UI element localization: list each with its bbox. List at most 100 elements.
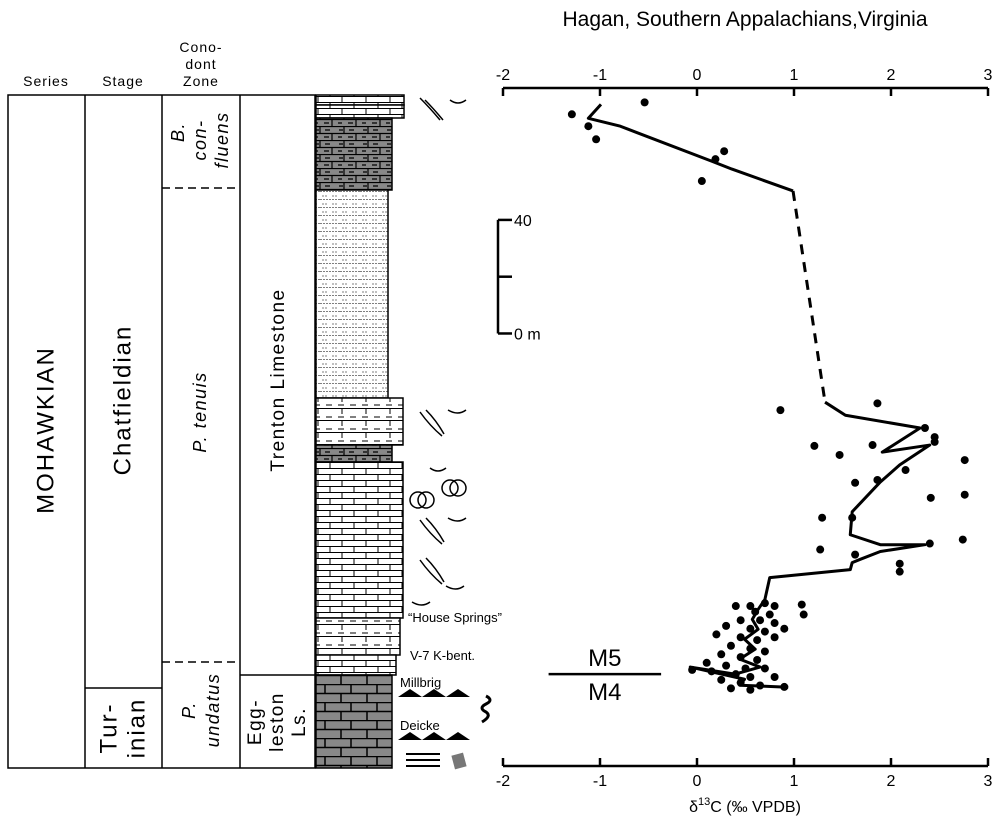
figure: Series Stage Cono- dont Zone MOHAWKIAN C… [0, 0, 992, 819]
fossil-symbols [406, 98, 490, 766]
x-tick-label: 0 [693, 67, 702, 84]
data-point [816, 546, 824, 554]
data-line [690, 402, 930, 687]
data-point [722, 622, 730, 630]
zone-label: undatus [203, 673, 223, 748]
data-point [722, 662, 730, 670]
data-point [959, 536, 967, 544]
data-point [771, 633, 779, 641]
stage-label: Tur- [95, 702, 122, 753]
data-point [771, 619, 779, 627]
data-point [896, 568, 904, 576]
lithology [316, 95, 404, 768]
series-label: MOHAWKIAN [32, 346, 59, 514]
x-tick-label: 2 [887, 773, 896, 790]
data-point [836, 451, 844, 459]
formation-label: Trenton Limestone [268, 288, 289, 471]
data-point [584, 122, 592, 130]
x-axis-label-superscript: 13 [698, 796, 710, 808]
x-tick-label: 3 [984, 67, 992, 84]
bed-label: “House Springs” [408, 610, 502, 625]
data-point [869, 441, 877, 449]
chart-title: Hagan, Southern Appalachians,Virginia [562, 8, 927, 31]
formation-label: Ls. [289, 707, 310, 737]
data-point [712, 630, 720, 638]
data-point [641, 98, 649, 106]
data-point [753, 656, 761, 664]
data-point [902, 466, 910, 474]
data-point [703, 659, 711, 667]
stage-label: inian [123, 698, 150, 759]
data-point [568, 110, 576, 118]
data-point [776, 406, 784, 414]
data-point [771, 602, 779, 610]
data-point [732, 602, 740, 610]
data-point [746, 673, 754, 681]
data-point [717, 650, 725, 658]
bed-label: V-7 K-bent. [410, 648, 475, 663]
data-point [717, 676, 725, 684]
header-zone: dont [185, 56, 216, 72]
data-point [926, 540, 934, 548]
data-point [753, 636, 761, 644]
x-axis-label-text: C (‰ VPDB) [710, 799, 801, 816]
header-zone: Zone [183, 73, 219, 89]
bed-label: Millbrig [400, 675, 441, 690]
x-tick-label: -2 [496, 67, 510, 84]
data-point [698, 177, 706, 185]
data-line-dashed [793, 191, 825, 402]
zone-label: P. [179, 701, 199, 719]
x-tick-label: 2 [887, 67, 896, 84]
data-point [761, 664, 769, 672]
x-axis-label: δ13C (‰ VPDB) [689, 796, 801, 816]
formation-label: leston [267, 692, 288, 752]
bed-label: Deicke [400, 718, 440, 733]
header-stage: Stage [102, 73, 144, 89]
data-point [931, 438, 939, 446]
data-point [592, 135, 600, 143]
data-point [873, 399, 881, 407]
x-axis-label-symbol: δ [689, 799, 698, 816]
x-tick-label: 1 [790, 773, 799, 790]
x-tick-label: -1 [593, 773, 607, 790]
x-tick-label: 0 [693, 773, 702, 790]
header-series: Series [23, 73, 69, 89]
data-point [720, 147, 728, 155]
header-zone: Cono- [179, 39, 222, 55]
zone-label: fluens [212, 111, 232, 168]
data-point [780, 625, 788, 633]
x-tick-label: 1 [790, 67, 799, 84]
stage-label: Chatfieldian [109, 325, 136, 476]
data-point [921, 424, 929, 432]
boundary-label: M4 [588, 679, 621, 706]
data-point [771, 673, 779, 681]
data-point [756, 616, 764, 624]
x-tick-label: -2 [496, 773, 510, 790]
scale-tick-label: 0 m [514, 326, 541, 343]
data-point [800, 611, 808, 619]
data-point [761, 647, 769, 655]
data-point [727, 642, 735, 650]
x-tick-label: 3 [984, 773, 992, 790]
data-point [961, 456, 969, 464]
data-point [961, 491, 969, 499]
boundary-label: M5 [588, 645, 621, 672]
data-point [818, 514, 826, 522]
zone-label: P. tenuis [190, 371, 210, 452]
data-point [851, 551, 859, 559]
data-point [727, 684, 735, 692]
zone-label: B. [168, 122, 188, 142]
data-point [851, 479, 859, 487]
data-point [766, 611, 774, 619]
data-point [737, 616, 745, 624]
formation-label: Egg- [245, 699, 266, 745]
scale-tick-label: 40 [514, 213, 532, 230]
data-point [810, 442, 818, 450]
x-tick-label: -1 [593, 67, 607, 84]
data-point [896, 560, 904, 568]
data-point [798, 601, 806, 609]
data-point [927, 494, 935, 502]
zone-label: con- [190, 119, 210, 160]
data-point [761, 628, 769, 636]
data-line [588, 104, 793, 191]
